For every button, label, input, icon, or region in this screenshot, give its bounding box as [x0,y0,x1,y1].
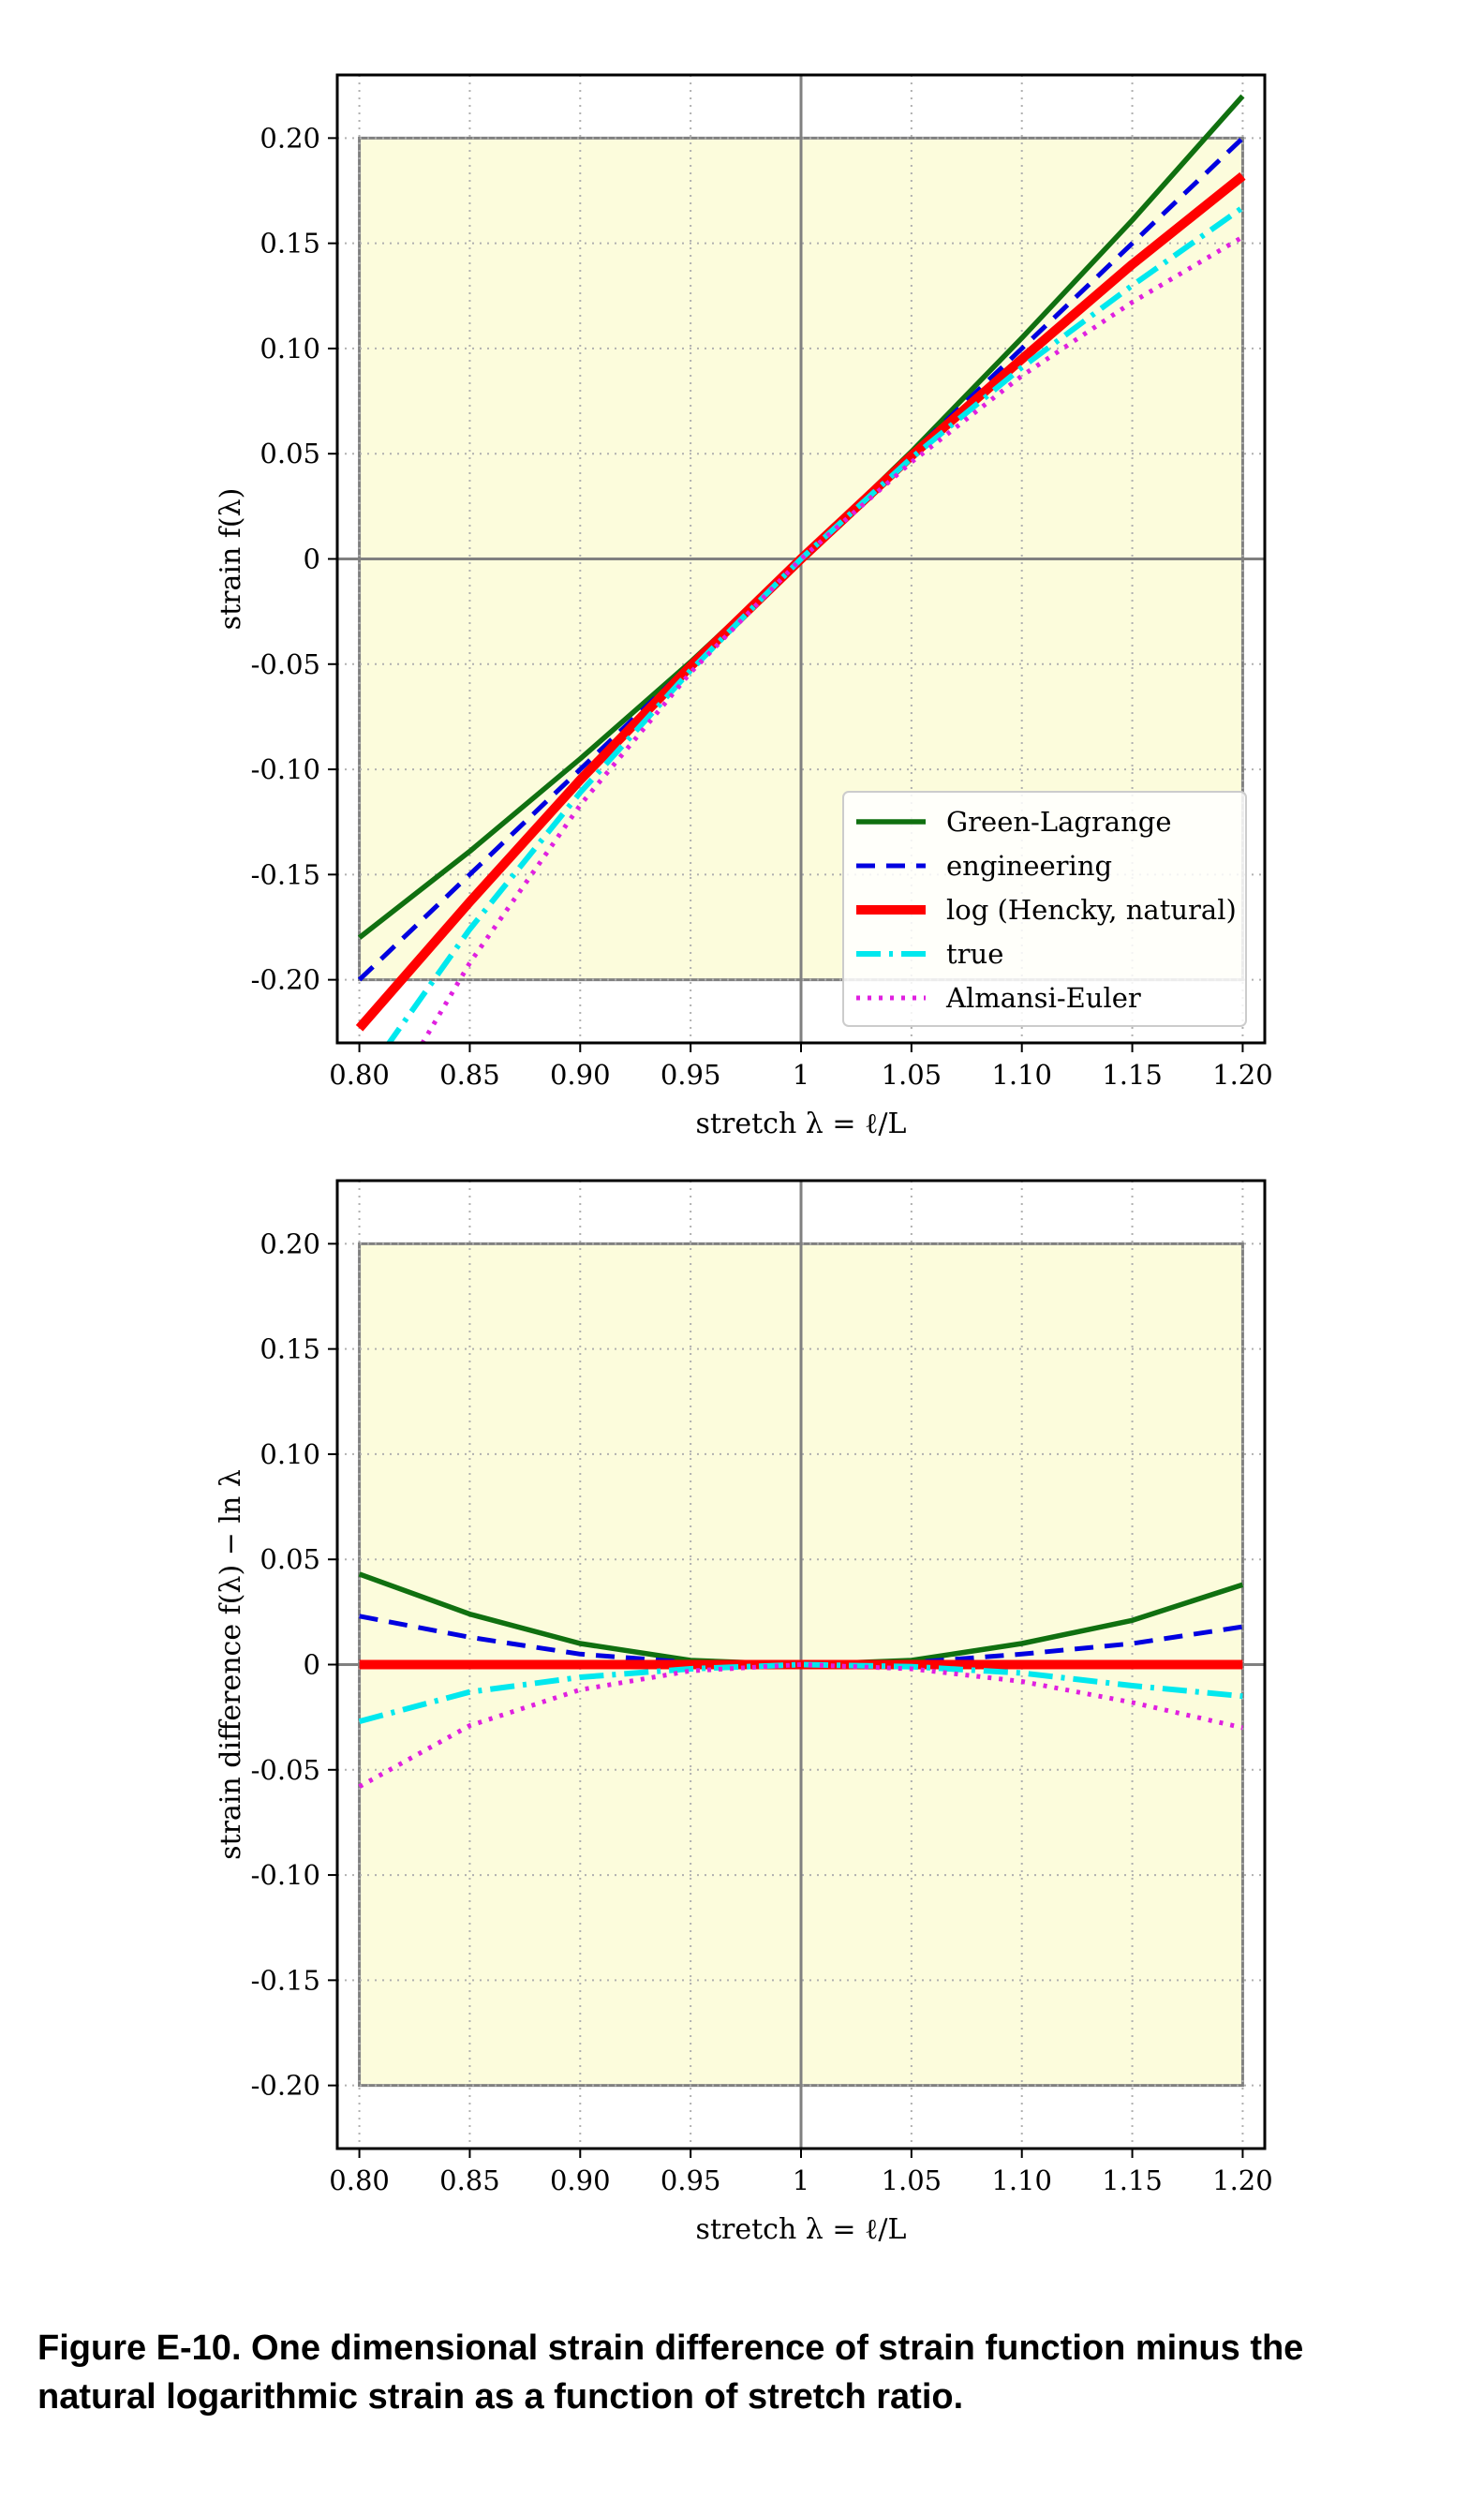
y-tick-label: -0.15 [251,858,320,890]
y-axis-label: strain f(λ) [215,488,247,631]
figure-caption: Figure E-10. One dimensional strain diff… [37,2324,1443,2421]
y-axis-label: strain difference f(λ) − ln λ [215,1469,247,1860]
y-tick-label: 0.15 [260,228,320,260]
x-tick-label: 0.80 [329,1059,390,1091]
y-tick-label: 0 [304,543,320,575]
y-tick-label: 0.05 [260,1543,320,1575]
x-tick-label: 1 [793,2164,809,2196]
x-tick-label: 1.15 [1102,1059,1163,1091]
y-tick-label: 0.05 [260,438,320,469]
strain-chart: 0.80 0.85 0.90 0.95 1 1.05 1.10 1.15 1.20 0.20 0.1… [215,73,1273,1140]
caption-line-2: natural logarithmic strain as a function… [37,2377,964,2417]
x-tick-label: 1.10 [991,1059,1052,1091]
y-tick-label: -0.05 [251,1754,320,1786]
y-tick-label: 0.20 [260,122,320,154]
x-tick-label: 0.80 [329,2164,390,2196]
x-tick-label: 0.90 [550,2164,611,2196]
y-tick-label: 0 [304,1649,320,1681]
series-line-4 [420,234,1244,1043]
x-tick-label: 0.95 [660,2164,721,2196]
y-tick-label: 0.10 [260,1438,320,1470]
x-axis-label: stretch λ = ℓ/L [696,2213,907,2246]
legend-label-4: Almansi-Euler [945,982,1141,1014]
legend-label-2: log (Hencky, natural) [946,894,1237,926]
y-tick-label: 0.15 [260,1333,320,1365]
x-tick-label: 1.15 [1102,2164,1163,2196]
series-line-3 [385,205,1245,1043]
y-tick-label: 0.10 [260,333,320,364]
x-tick-label: 1.05 [882,1059,942,1091]
y-tick-label: -0.20 [251,964,320,996]
series-line-3 [358,1661,1243,1724]
y-tick-label: -0.05 [251,648,320,680]
y-tick-label: -0.10 [251,753,320,785]
strain-difference-chart: 0.80 0.85 0.90 0.95 1 1.05 1.10 1.15 1.20 0.20 0.1… [215,1179,1273,2246]
caption-line-1: Figure E-10. One dimensional strain diff… [37,2328,1304,2368]
legend-label-0: Green-Lagrange [946,806,1172,838]
x-tick-label: 0.95 [660,1059,721,1091]
x-tick-label: 1.10 [991,2164,1052,2196]
x-tick-label: 0.90 [550,1059,611,1091]
legend-box [842,791,1247,1027]
y-tick-label: 0.20 [260,1227,320,1259]
y-tick-label: -0.15 [251,1964,320,1996]
x-tick-label: 1.20 [1212,1059,1273,1091]
legend-label-1: engineering [946,850,1112,882]
x-axis-label: stretch λ = ℓ/L [696,1108,907,1140]
x-tick-label: 1.05 [882,2164,942,2196]
x-tick-label: 0.85 [439,1059,500,1091]
y-tick-label: -0.10 [251,1859,320,1891]
legend: Green-Lagrange engineering log (Hencky, na… [842,791,1247,1027]
x-tick-label: 1.20 [1212,2164,1273,2196]
x-tick-label: 1 [793,1059,809,1091]
x-tick-label: 0.85 [439,2164,500,2196]
y-tick-label: -0.20 [251,2070,320,2102]
legend-label-3: true [946,938,1003,970]
